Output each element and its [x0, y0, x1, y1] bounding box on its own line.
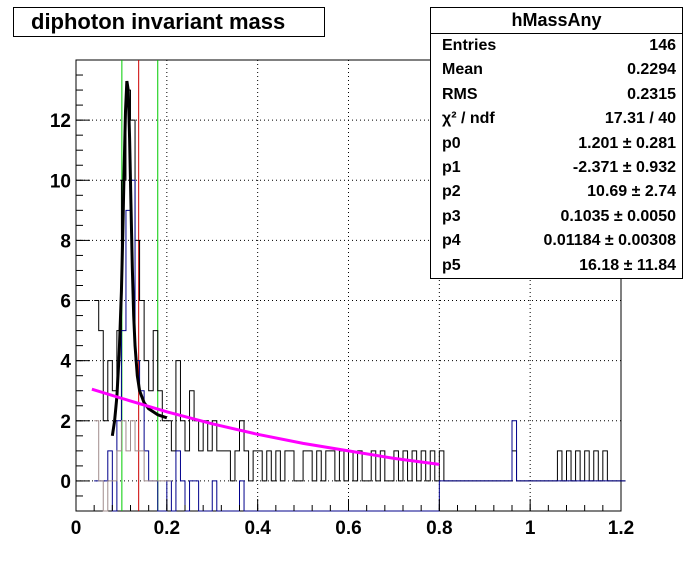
chart-title: diphoton invariant mass	[13, 7, 325, 37]
stats-value: 0.2315	[627, 85, 676, 103]
y-tick-label: 10	[50, 171, 71, 192]
y-tick-label: 4	[60, 352, 71, 373]
stats-key: χ² / ndf	[442, 110, 495, 128]
data-series	[91, 80, 626, 512]
stats-value: 146	[649, 37, 676, 54]
y-tick-label: 12	[50, 111, 71, 132]
stats-key: Mean	[442, 61, 483, 79]
stats-row: p1 -2.371 ± 0.932	[431, 156, 682, 180]
stats-key: p2	[442, 183, 461, 201]
x-tick-label: 0.8	[426, 518, 452, 539]
x-tick-label: 0.6	[335, 518, 361, 539]
stats-rows: Entries 146 Mean 0.2294 RMS 0.2315 χ² / ndf 17.…	[431, 34, 682, 278]
stats-value: 0.2294	[627, 61, 676, 79]
x-tick-label: 0.2	[154, 518, 180, 539]
y-tick-label: 8	[60, 231, 71, 252]
x-tick-label: 0.4	[244, 518, 271, 539]
x-tick-label: 1	[525, 518, 536, 539]
stats-value: 0.01184 ± 0.00308	[543, 232, 676, 250]
stats-value: 0.1035 ± 0.0050	[560, 207, 676, 225]
stats-key: p5	[442, 256, 461, 274]
stats-row: Mean 0.2294	[431, 58, 682, 82]
stats-row: p0 1.201 ± 0.281	[431, 132, 682, 156]
stats-row: RMS 0.2315	[431, 83, 682, 107]
stats-value: 10.69 ± 2.74	[587, 183, 676, 201]
fit-curve	[110, 80, 168, 437]
stats-row: Entries 146	[431, 34, 682, 58]
stats-row: χ² / ndf 17.31 / 40	[431, 107, 682, 131]
stats-value: 17.31 / 40	[604, 110, 676, 128]
axes: 0 0.2 0.4 0.6 0.8 1 1.2 0 2 4 6 8 10 12	[50, 59, 634, 539]
stats-key: p3	[442, 207, 461, 225]
histogram-series	[94, 420, 172, 512]
x-tick-label: 1.2	[608, 518, 634, 539]
x-tick-label: 0	[71, 518, 82, 539]
fit-curve	[91, 387, 440, 466]
stats-key: p4	[442, 232, 461, 250]
y-tick-label: 0	[60, 472, 71, 493]
stats-row: p2 10.69 ± 2.74	[431, 180, 682, 204]
stats-value: 16.18 ± 11.84	[579, 256, 676, 274]
stats-title: hMassAny	[431, 8, 682, 34]
stats-value: 1.201 ± 0.281	[578, 134, 676, 152]
stats-row: p4 0.01184 ± 0.00308	[431, 229, 682, 253]
stats-key: Entries	[442, 37, 497, 54]
stats-key: p0	[442, 134, 461, 152]
stats-row: p3 0.1035 ± 0.0050	[431, 205, 682, 229]
stats-key: p1	[442, 158, 461, 176]
y-tick-label: 2	[60, 412, 71, 433]
y-tick-label: 6	[60, 292, 71, 313]
stats-value: -2.371 ± 0.932	[572, 158, 676, 176]
stats-key: RMS	[442, 85, 478, 103]
stats-row: p5 16.18 ± 11.84	[431, 254, 682, 278]
stats-box: hMassAny Entries 146 Mean 0.2294 RMS 0.2315 χ²…	[430, 7, 683, 279]
